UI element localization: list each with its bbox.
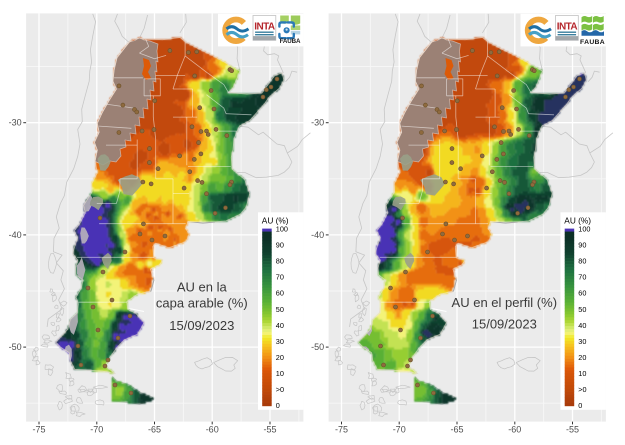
svg-text:80: 80 <box>578 257 586 266</box>
svg-text:-50: -50 <box>9 342 22 352</box>
svg-text:AU (%): AU (%) <box>262 215 289 225</box>
svg-text:50: 50 <box>276 305 284 314</box>
svg-text:-55: -55 <box>566 425 579 435</box>
svg-text:20: 20 <box>578 353 586 362</box>
svg-text:FAUBA: FAUBA <box>580 39 605 46</box>
svg-text:-65: -65 <box>450 425 463 435</box>
svg-text:40: 40 <box>276 321 284 330</box>
svg-text:40: 40 <box>578 321 586 330</box>
svg-text:30: 30 <box>578 337 586 346</box>
svg-text:60: 60 <box>276 289 284 298</box>
svg-text:-30: -30 <box>9 118 22 128</box>
svg-text:80: 80 <box>276 257 284 266</box>
svg-text:100: 100 <box>276 225 288 234</box>
svg-text:100: 100 <box>578 225 590 234</box>
svg-text:>0: >0 <box>578 385 586 394</box>
svg-text:15/09/2023: 15/09/2023 <box>169 318 234 333</box>
svg-text:AU (%): AU (%) <box>564 215 591 225</box>
svg-text:-70: -70 <box>90 425 103 435</box>
svg-text:90: 90 <box>578 241 586 250</box>
svg-text:-60: -60 <box>206 425 219 435</box>
svg-text:60: 60 <box>578 289 586 298</box>
svg-text:15/09/2023: 15/09/2023 <box>472 317 537 332</box>
svg-text:FAUBA: FAUBA <box>280 38 301 45</box>
svg-text:-70: -70 <box>393 425 406 435</box>
svg-text:-30: -30 <box>311 118 324 128</box>
svg-text:50: 50 <box>578 305 586 314</box>
svg-text:>0: >0 <box>276 385 284 394</box>
svg-text:AU en la: AU en la <box>177 280 228 295</box>
svg-text:70: 70 <box>578 273 586 282</box>
svg-text:-55: -55 <box>263 425 276 435</box>
svg-text:90: 90 <box>276 241 284 250</box>
svg-text:-60: -60 <box>508 425 521 435</box>
svg-text:10: 10 <box>578 369 586 378</box>
svg-text:30: 30 <box>276 337 284 346</box>
svg-text:10: 10 <box>276 369 284 378</box>
svg-text:70: 70 <box>276 273 284 282</box>
svg-text:0: 0 <box>276 401 280 410</box>
svg-text:-50: -50 <box>311 342 324 352</box>
svg-text:INTA: INTA <box>557 22 578 33</box>
svg-text:-75: -75 <box>32 425 45 435</box>
svg-text:-65: -65 <box>148 425 161 435</box>
svg-text:AU en el perfil (%): AU en el perfil (%) <box>452 295 557 310</box>
svg-text:20: 20 <box>276 353 284 362</box>
svg-text:INTA: INTA <box>254 22 275 33</box>
svg-text:-40: -40 <box>9 230 22 240</box>
svg-text:-40: -40 <box>311 230 324 240</box>
svg-text:0: 0 <box>578 401 582 410</box>
svg-text:-75: -75 <box>335 425 348 435</box>
svg-text:capa arable (%): capa arable (%) <box>156 296 248 311</box>
